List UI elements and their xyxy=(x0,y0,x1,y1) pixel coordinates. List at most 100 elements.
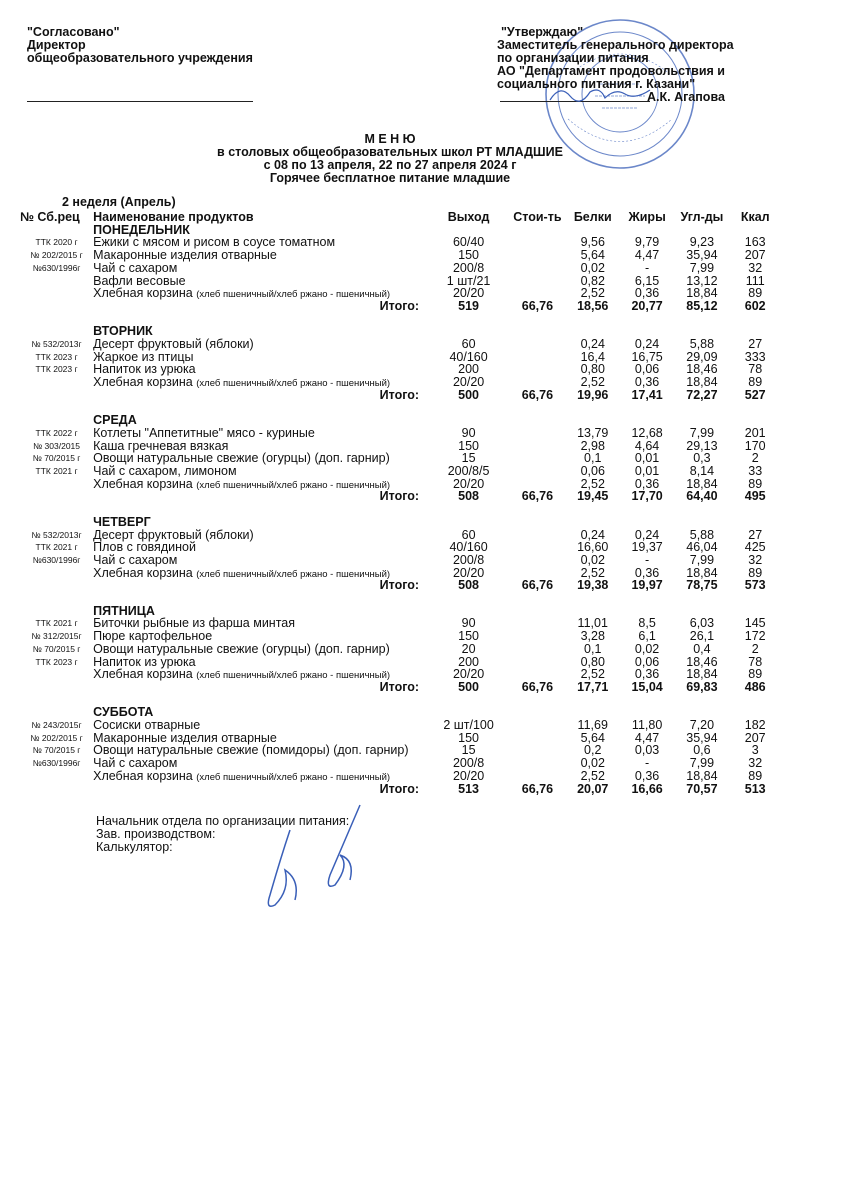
cell-c: 6,03 xyxy=(689,616,715,631)
cell-c: 29,13 xyxy=(686,438,718,453)
cell-name: Макаронные изделия отварные xyxy=(93,730,277,745)
cell-c: 0,6 xyxy=(693,743,711,758)
cell-f: 0,36 xyxy=(634,476,660,491)
cell-cost: 66,76 xyxy=(521,298,554,313)
cell-b: 19,45 xyxy=(577,489,609,504)
cell-f: 20,77 xyxy=(631,298,663,313)
cell-k: 2 xyxy=(751,641,759,656)
table-row: № 202/2015 г Макаронные изделия отварные 1… xyxy=(20,249,780,262)
cell-out: 60/40 xyxy=(452,235,485,250)
cell-b: 0,02 xyxy=(580,756,605,771)
cell-name: ВТОРНИК xyxy=(93,324,153,339)
table-row: № 312/2015г Пюре картофельное 150 3,28 6,1 26… xyxy=(20,630,780,643)
cell-out xyxy=(427,402,510,415)
cell-f: 0,06 xyxy=(634,654,660,669)
cell-f: 0,36 xyxy=(634,565,660,580)
cell-name: Итого: xyxy=(379,578,420,593)
cell-code: ТТК 2021 г xyxy=(35,542,78,553)
cell-k: 201 xyxy=(744,425,766,440)
total-row: Итого: 513 66,76 20,07 16,66 70,57 513 xyxy=(20,781,780,796)
cell-name: СРЕДА xyxy=(93,413,137,428)
cell-cost xyxy=(510,694,565,707)
cell-k xyxy=(730,503,780,516)
cell-out: 20/20 xyxy=(452,476,485,491)
cell-f: 0,03 xyxy=(634,743,660,758)
cell-b xyxy=(565,313,621,326)
bread-note: (хлеб пшеничный/хлеб ржано - пшеничный) xyxy=(196,670,391,682)
cell-cost xyxy=(510,617,565,630)
cell-b: 0,1 xyxy=(584,451,602,466)
cell-f: - xyxy=(645,756,650,771)
cell-k: 32 xyxy=(748,260,763,275)
cell-out: 500 xyxy=(458,387,480,402)
cell-name: Чай с сахаром, лимоном xyxy=(93,464,237,479)
cell-c: 26,1 xyxy=(689,629,715,644)
table-row: №630/1996г Чай с сахаром 200/8 0,02 - 7,99 32 xyxy=(20,757,780,770)
cell-c: 7,99 xyxy=(689,756,715,771)
day-header: ПЯТНИЦА xyxy=(20,605,780,618)
total-row: Итого: 508 66,76 19,45 17,70 64,40 495 xyxy=(20,490,780,503)
cell-b xyxy=(565,694,621,707)
cell-b xyxy=(565,592,621,605)
cell-c: Угл-ды xyxy=(680,210,724,224)
cell-code xyxy=(20,694,93,707)
cell-f: 6,1 xyxy=(638,629,656,644)
cell-k: 2 xyxy=(751,451,759,466)
cell-name: Биточки рыбные из фарша минтая xyxy=(93,616,296,631)
signature-line-left xyxy=(27,101,253,102)
cell-b: 0,24 xyxy=(580,337,605,352)
cell-name: Котлеты "Аппетитные" мясо - куриные xyxy=(93,425,315,440)
cell-cost xyxy=(510,249,565,262)
table-row: № 303/2015 Каша гречневая вязкая 150 2,98 4,… xyxy=(20,438,780,453)
cell-b: 0,82 xyxy=(580,273,605,288)
week-label: 2 неделя (Апрель) xyxy=(62,195,176,209)
cell-k: 573 xyxy=(744,578,766,593)
cell-code xyxy=(20,478,93,491)
cell-f: 17,41 xyxy=(631,387,663,402)
cell-cost xyxy=(510,732,565,745)
cell-c: 0,3 xyxy=(693,451,711,466)
cell-code: № 70/2015 г xyxy=(32,643,81,654)
cell-c xyxy=(673,503,730,516)
cell-k: 27 xyxy=(748,337,763,352)
cell-code xyxy=(20,605,93,618)
cell-c: 8,14 xyxy=(689,464,715,479)
cell-code: ТТК 2021 г xyxy=(35,466,78,477)
cell-b: 2,52 xyxy=(580,375,605,390)
cell-out xyxy=(427,313,510,326)
agreed-label: "Согласовано" xyxy=(27,25,120,39)
cell-f: - xyxy=(645,260,650,275)
cell-f xyxy=(621,402,674,415)
cell-code: № 312/2015г xyxy=(31,631,82,642)
cell-cost xyxy=(510,541,565,554)
cell-out: 508 xyxy=(458,578,480,593)
table-row: № 532/2013г Десерт фруктовый (яблоки) 60 0,… xyxy=(20,338,780,351)
stamp-seal xyxy=(545,19,695,169)
total-row: Итого: 519 66,76 18,56 20,77 85,12 602 xyxy=(20,300,780,313)
cell-code: ТТК 2021 г xyxy=(35,618,78,629)
table-row: № 202/2015 г Макаронные изделия отварные 1… xyxy=(20,732,780,745)
cell-code xyxy=(20,325,93,338)
cell-c: 18,84 xyxy=(686,375,718,390)
cell-k: 602 xyxy=(744,298,766,313)
cell-out: 20/20 xyxy=(452,667,485,682)
table-row: ТТК 2020 г Ежики с мясом и рисом в соусе … xyxy=(20,236,780,249)
cell-f: 0,02 xyxy=(634,641,660,656)
cell-cost xyxy=(510,452,565,465)
cell-cost: 66,76 xyxy=(521,781,554,796)
table-row: № 243/2015г Сосиски отварные 2 шт/100 11,69… xyxy=(20,719,780,732)
cell-name: Хлебная корзина (хлеб пшеничный/хлеб ржа… xyxy=(93,667,391,682)
cell-b: 11,69 xyxy=(577,718,608,733)
cell-cost xyxy=(510,744,565,757)
bread-note: (хлеб пшеничный/хлеб ржано - пшеничный) xyxy=(196,479,391,491)
table-row: Хлебная корзина (хлеб пшеничный/хлеб ржа… xyxy=(20,770,780,783)
cell-k: 486 xyxy=(744,679,766,694)
cell-b: 0,1 xyxy=(584,641,602,656)
cell-f: 4,64 xyxy=(634,438,660,453)
cell-c: 0,4 xyxy=(693,641,711,656)
cell-c: 18,46 xyxy=(686,362,718,377)
menu-table: № Сб.рец Наименование продуктов Выход Стои-… xyxy=(20,211,780,795)
cell-f: 11,80 xyxy=(631,718,663,733)
cell-cost xyxy=(510,351,565,364)
cell-name: Сосиски отварные xyxy=(93,718,201,733)
